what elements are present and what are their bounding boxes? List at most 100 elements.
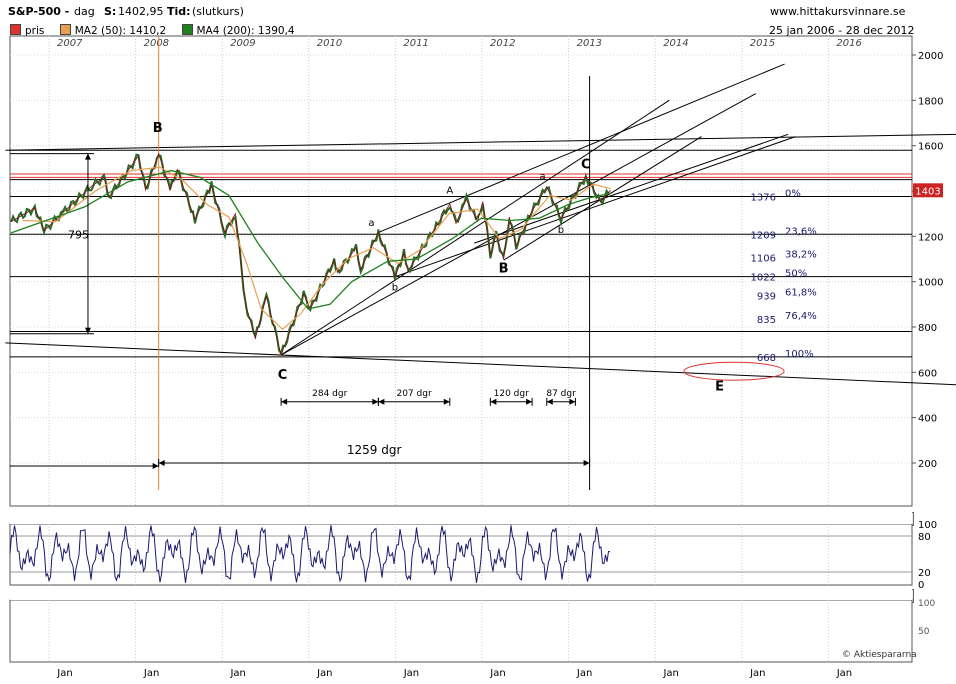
last-price-badge — [913, 183, 943, 198]
duration-arrow-label: 207 dgr — [396, 389, 431, 399]
y-tick-label: 2000 — [918, 51, 943, 62]
wave-label: B — [153, 121, 163, 136]
x-tick-label: Jan — [836, 668, 852, 679]
date-range: 25 jan 2006 - 28 dec 2012 — [769, 24, 915, 37]
y-tick-label: 800 — [918, 323, 937, 334]
stoch-close-button[interactable]: ✕ — [900, 512, 914, 526]
y-tick-label: 1000 — [918, 278, 943, 289]
range-arrowhead — [84, 153, 91, 160]
year-label: 2011 — [403, 38, 428, 49]
stoch-tick-label: 100 — [918, 520, 937, 531]
duration-arrow-arrowhead — [281, 398, 288, 405]
year-label: 2010 — [317, 38, 342, 49]
year-label: 2008 — [144, 38, 169, 49]
long-support-line — [5, 342, 956, 386]
x-tick-label: Jan — [143, 668, 159, 679]
fib-pct-label: 100% — [785, 349, 814, 360]
channel-line — [378, 63, 785, 233]
legend-swatch — [59, 24, 71, 35]
year-label: 2014 — [663, 38, 688, 49]
legend-swatch — [230, 512, 242, 523]
stoch-legend: Stochastic Slow %K (14, s3): 23,758 %D (… — [10, 512, 337, 526]
vol-tick-label: 100 — [918, 599, 935, 609]
ma50-series — [22, 166, 611, 331]
fib-pct-label: 23,6% — [785, 226, 817, 237]
range-label: 795 — [68, 229, 89, 242]
x-tick-label: Jan — [56, 668, 72, 679]
duration-arrow-label: 120 dgr — [494, 389, 529, 399]
x-tick-label: Jan — [749, 668, 765, 679]
legend-swatch — [10, 512, 21, 523]
y-tick-label: 1600 — [918, 142, 943, 153]
fib-pct-label: 61,8% — [785, 287, 817, 298]
stoch-tick-label: 80 — [918, 532, 931, 543]
channel-line — [280, 99, 670, 356]
duration-arrow-arrowhead — [546, 398, 553, 405]
wave-label: C — [581, 157, 591, 172]
duration-arrow-arrowhead — [583, 460, 590, 466]
y-tick-label: 600 — [918, 368, 937, 379]
stoch-tick-label: 0 — [918, 580, 924, 591]
stoch-k-series — [9, 525, 611, 583]
year-label: 2013 — [577, 38, 602, 49]
channel-line — [474, 133, 789, 244]
wave-label: a — [539, 172, 545, 183]
last-value: 1402,95 — [118, 5, 164, 18]
wave-label: E — [715, 379, 724, 394]
price-close-line — [10, 152, 611, 357]
channel-line — [280, 93, 757, 356]
fib-value-label: 835 — [757, 315, 776, 326]
price-series — [10, 153, 610, 356]
fib-value-label: 1022 — [751, 273, 776, 284]
vol-zoom-button[interactable]: 🔍 — [885, 589, 899, 603]
fib-pct-label: 50% — [785, 269, 807, 280]
stoch-zoom-button[interactable]: 🔍 — [885, 512, 899, 526]
stoch-tick-label: 20 — [918, 568, 931, 579]
x-tick-label: Jan — [662, 668, 678, 679]
wave-label: C — [278, 368, 288, 383]
watermark: © Aktiespararna — [842, 650, 917, 660]
site-label: www.hittakursvinnare.se — [770, 5, 906, 18]
long-resistance-line — [5, 133, 956, 151]
fib-pct-label: 38,2% — [785, 250, 817, 261]
duration-arrow-arrowhead — [569, 398, 576, 405]
duration-arrow-arrowhead — [443, 398, 450, 405]
duration-arrow-arrowhead — [372, 398, 379, 405]
legend-swatch — [10, 24, 21, 35]
vol-pane — [9, 599, 913, 663]
y-tick-label: 200 — [918, 459, 937, 470]
y-tick-label: 1400 — [918, 187, 943, 198]
last-label: S: — [104, 5, 117, 18]
fib-value-label: 1209 — [751, 230, 776, 241]
period-label: dag — [74, 5, 95, 18]
x-tick-label: Jan — [316, 668, 332, 679]
last-price-badge-label: 1403 — [915, 186, 940, 197]
vol-close-button[interactable]: ✕ — [900, 589, 914, 603]
legend-item-stoch-d: %D (3): 39,002 — [230, 512, 325, 525]
legend-swatch — [69, 589, 81, 600]
legend-item-pris: pris — [10, 24, 44, 37]
target-ellipse — [683, 361, 785, 381]
wave-label: b — [558, 225, 564, 236]
symbol-label: S&P-500 - — [8, 5, 70, 18]
legend-item-stoch-k: Stochastic Slow %K (14, s3): 23,758 — [10, 512, 215, 525]
duration-arrow-label: 284 dgr — [312, 389, 347, 399]
ma200-series — [10, 169, 611, 310]
fib-pct-label: 76,4% — [785, 311, 817, 322]
main-legend: pris MA2 (50): 1410,2 MA4 (200): 1390,4 — [10, 24, 307, 38]
lead-arrowhead — [152, 463, 159, 469]
wave-label: b — [392, 283, 398, 294]
duration-arrow-label: 1259 dgr — [347, 443, 402, 457]
legend-item-vol: Vol: 0 — [10, 589, 54, 602]
range-arrowhead — [84, 327, 91, 334]
legend-swatch — [10, 589, 21, 600]
duration-arrow-arrowhead — [158, 460, 165, 466]
fib-pct-label: 0% — [785, 188, 801, 199]
fib-value-label: 668 — [757, 353, 776, 364]
duration-arrow-arrowhead — [490, 398, 497, 405]
legend-item-ma50: MA2 (50): 1410,2 — [59, 24, 166, 37]
vol-legend: Vol: 0 MA (20): 0 — [10, 589, 151, 603]
duration-arrow-arrowhead — [378, 398, 385, 405]
channel-line — [503, 136, 702, 261]
